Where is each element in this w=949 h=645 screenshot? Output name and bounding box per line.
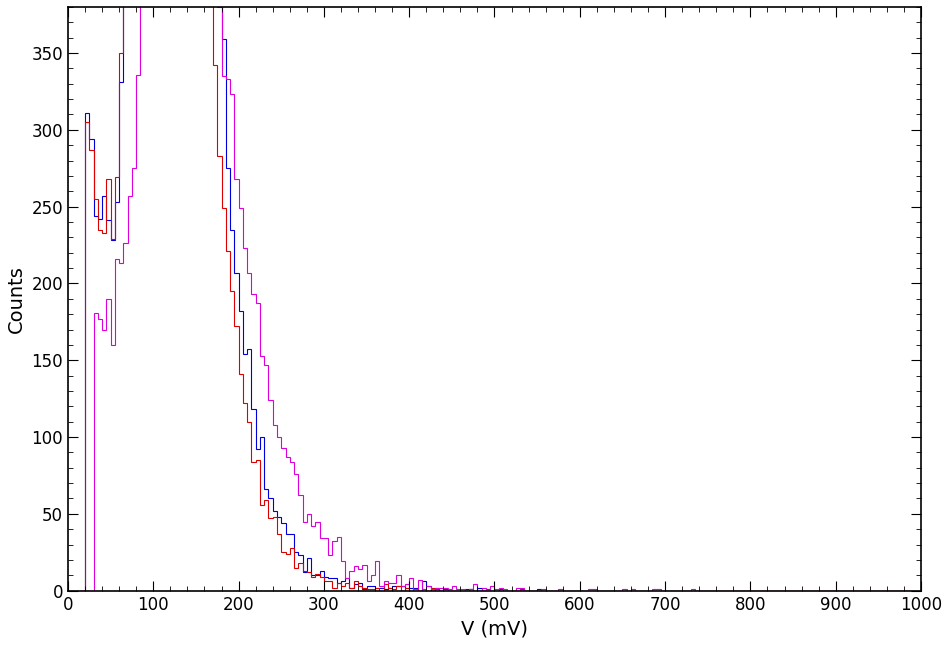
Y-axis label: Counts: Counts	[7, 265, 26, 333]
X-axis label: V (mV): V (mV)	[461, 619, 528, 638]
